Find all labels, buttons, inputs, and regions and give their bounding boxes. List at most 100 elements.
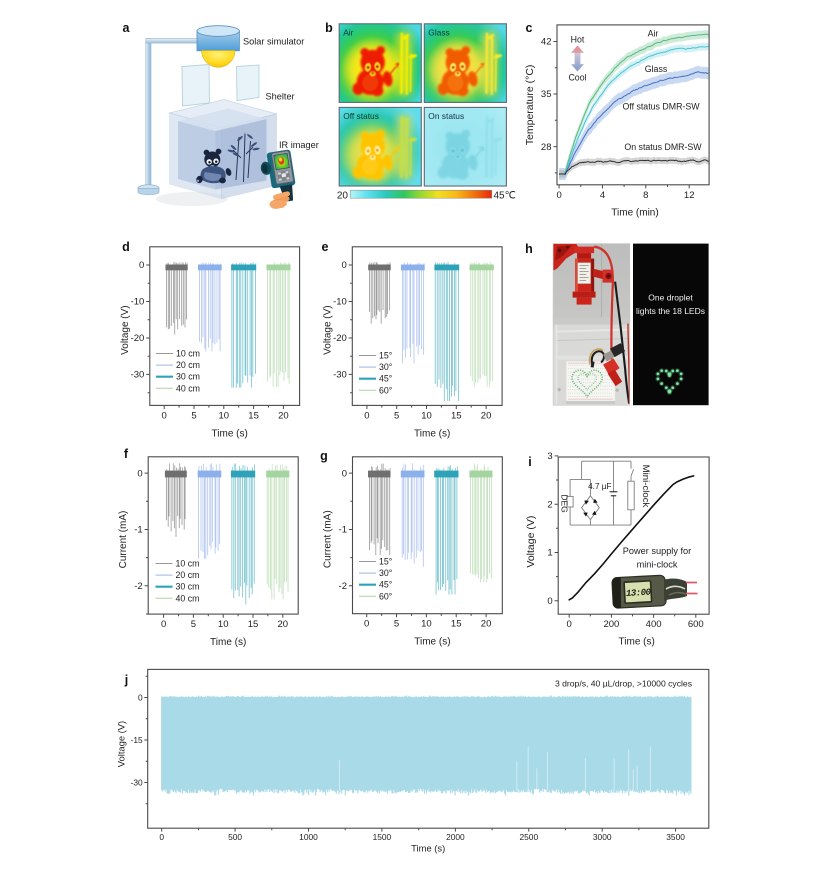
svg-text:0: 0 bbox=[567, 619, 572, 630]
svg-text:0: 0 bbox=[556, 190, 561, 201]
svg-text:i: i bbox=[528, 455, 531, 469]
svg-text:5: 5 bbox=[394, 619, 399, 630]
svg-text:15: 15 bbox=[248, 619, 259, 630]
svg-text:Voltage (V): Voltage (V) bbox=[116, 721, 127, 767]
svg-text:20 cm: 20 cm bbox=[176, 360, 200, 370]
svg-text:0: 0 bbox=[162, 410, 167, 421]
svg-text:Shelter: Shelter bbox=[266, 92, 295, 102]
svg-text:Glass: Glass bbox=[645, 64, 668, 74]
svg-text:3500: 3500 bbox=[666, 832, 685, 842]
svg-text:Time (min): Time (min) bbox=[611, 207, 658, 218]
svg-text:5: 5 bbox=[191, 410, 196, 421]
svg-text:3: 3 bbox=[547, 451, 552, 462]
svg-text:Time (s): Time (s) bbox=[210, 637, 246, 648]
svg-text:-10: -10 bbox=[333, 297, 347, 308]
svg-text:Power supply for: Power supply for bbox=[623, 546, 691, 556]
svg-text:j: j bbox=[124, 673, 128, 687]
svg-text:13:00: 13:00 bbox=[625, 587, 652, 599]
svg-text:Voltage (V): Voltage (V) bbox=[120, 305, 131, 354]
svg-text:h: h bbox=[525, 242, 533, 256]
svg-text:One droplet: One droplet bbox=[648, 293, 693, 303]
svg-text:-15: -15 bbox=[131, 735, 143, 745]
svg-text:-30: -30 bbox=[131, 370, 145, 381]
svg-text:0: 0 bbox=[139, 260, 144, 271]
svg-text:Time (s): Time (s) bbox=[619, 637, 655, 648]
svg-text:Off status DMR-SW: Off status DMR-SW bbox=[622, 102, 700, 112]
svg-text:Time (s): Time (s) bbox=[414, 428, 450, 439]
svg-text:0: 0 bbox=[159, 832, 164, 842]
svg-text:4.7 µF: 4.7 µF bbox=[588, 482, 611, 491]
svg-text:2000: 2000 bbox=[446, 832, 465, 842]
svg-text:5: 5 bbox=[191, 619, 196, 630]
svg-text:10: 10 bbox=[421, 410, 432, 421]
svg-text:f: f bbox=[124, 447, 129, 461]
svg-text:Glass: Glass bbox=[428, 28, 449, 38]
svg-text:2500: 2500 bbox=[519, 832, 538, 842]
svg-text:2: 2 bbox=[547, 499, 552, 510]
svg-text:Cool: Cool bbox=[568, 73, 586, 83]
svg-text:-10: -10 bbox=[131, 297, 145, 308]
svg-text:-1: -1 bbox=[134, 525, 142, 536]
svg-text:3 drop/s, 40 µL/drop, >10000 c: 3 drop/s, 40 µL/drop, >10000 cycles bbox=[555, 679, 692, 689]
svg-text:-2: -2 bbox=[134, 581, 142, 592]
svg-text:Solar simulator: Solar simulator bbox=[243, 37, 304, 47]
svg-text:0: 0 bbox=[138, 693, 143, 703]
svg-text:20: 20 bbox=[481, 410, 492, 421]
svg-text:Time (s): Time (s) bbox=[411, 843, 445, 854]
svg-text:-1: -1 bbox=[339, 525, 347, 536]
svg-text:15: 15 bbox=[248, 410, 259, 421]
svg-text:45°: 45° bbox=[379, 580, 392, 590]
svg-text:-20: -20 bbox=[131, 333, 145, 344]
svg-text:20: 20 bbox=[278, 410, 289, 421]
svg-text:28: 28 bbox=[541, 142, 552, 153]
svg-text:3000: 3000 bbox=[593, 832, 612, 842]
svg-text:Time (s): Time (s) bbox=[212, 428, 248, 439]
svg-text:On status DMR-SW: On status DMR-SW bbox=[624, 142, 702, 152]
svg-text:200: 200 bbox=[603, 619, 619, 630]
svg-text:42: 42 bbox=[541, 37, 552, 48]
svg-text:10 cm: 10 cm bbox=[176, 349, 200, 359]
svg-text:45°: 45° bbox=[379, 374, 392, 384]
svg-text:b: b bbox=[325, 21, 333, 35]
svg-text:Temperature (°C): Temperature (°C) bbox=[524, 65, 536, 146]
svg-text:10: 10 bbox=[219, 410, 230, 421]
svg-text:60°: 60° bbox=[379, 385, 392, 395]
svg-text:12: 12 bbox=[684, 190, 695, 201]
svg-text:Air: Air bbox=[648, 29, 659, 39]
svg-text:0: 0 bbox=[342, 468, 347, 479]
svg-text:5: 5 bbox=[394, 410, 399, 421]
svg-text:1: 1 bbox=[547, 548, 552, 559]
svg-text:-20: -20 bbox=[333, 333, 347, 344]
svg-text:30°: 30° bbox=[379, 568, 392, 578]
svg-text:20: 20 bbox=[337, 190, 349, 201]
svg-text:500: 500 bbox=[228, 832, 242, 842]
svg-text:8: 8 bbox=[643, 190, 648, 201]
svg-text:Off status: Off status bbox=[343, 111, 379, 121]
svg-text:Voltage (V): Voltage (V) bbox=[322, 305, 333, 354]
svg-text:-2: -2 bbox=[339, 581, 347, 592]
svg-text:Hot: Hot bbox=[571, 35, 585, 45]
svg-text:1500: 1500 bbox=[373, 832, 392, 842]
svg-text:-30: -30 bbox=[333, 370, 347, 381]
svg-text:d: d bbox=[122, 240, 130, 254]
svg-text:1000: 1000 bbox=[299, 832, 318, 842]
svg-text:30 cm: 30 cm bbox=[176, 582, 200, 592]
svg-text:Voltage (V): Voltage (V) bbox=[525, 516, 537, 568]
svg-text:10 cm: 10 cm bbox=[176, 559, 200, 569]
svg-text:40 cm: 40 cm bbox=[176, 383, 200, 393]
svg-text:20: 20 bbox=[481, 619, 492, 630]
svg-text:g: g bbox=[320, 449, 328, 463]
svg-text:400: 400 bbox=[646, 619, 662, 630]
svg-text:Current (mA): Current (mA) bbox=[118, 511, 129, 569]
svg-text:15: 15 bbox=[451, 410, 462, 421]
svg-text:Air: Air bbox=[343, 28, 353, 38]
svg-text:10: 10 bbox=[421, 619, 432, 630]
svg-text:20: 20 bbox=[278, 619, 289, 630]
svg-text:45℃: 45℃ bbox=[494, 190, 516, 201]
svg-text:Current (mA): Current (mA) bbox=[323, 510, 334, 568]
svg-text:600: 600 bbox=[688, 619, 704, 630]
svg-text:Time (s): Time (s) bbox=[414, 637, 450, 648]
svg-text:On status: On status bbox=[428, 111, 464, 121]
svg-text:a: a bbox=[123, 21, 131, 35]
svg-text:0: 0 bbox=[364, 410, 369, 421]
